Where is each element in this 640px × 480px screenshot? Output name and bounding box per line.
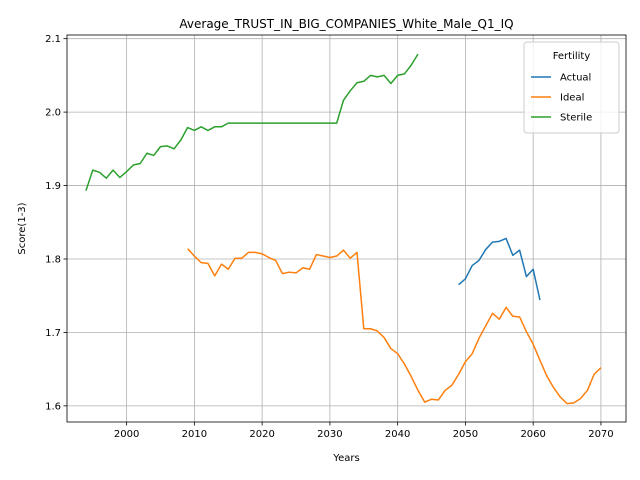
y-tick-label: 1.6 [45,401,61,412]
series-lines [85,53,602,405]
x-tick-label: 2000 [114,429,139,440]
x-tick-label: 2020 [249,429,274,440]
y-tick-label: 1.8 [45,254,61,265]
y-tick-label: 1.7 [45,328,61,339]
legend-label-sterile: Sterile [560,113,592,124]
chart-title: Average_TRUST_IN_BIG_COMPANIES_White_Mal… [179,17,513,31]
x-tick-label: 2030 [317,429,342,440]
legend-box [523,41,620,134]
y-axis-label: Score(1-3) [17,202,28,254]
legend-title: Fertility [553,51,591,62]
x-axis-label: Years [332,453,359,464]
series-line-actual [458,237,541,301]
y-tick-label: 1.9 [45,181,61,192]
plot-frame [66,34,627,423]
y-tick-label: 2.0 [45,108,61,119]
x-tick-label: 2040 [385,429,410,440]
x-tick-label: 2060 [520,429,545,440]
x-tick-label: 2050 [453,429,478,440]
legend-label-actual: Actual [560,73,591,84]
legend: Fertility Actual Ideal Sterile [523,41,620,134]
y-tick-label: 2.1 [45,34,61,45]
legend-label-ideal: Ideal [560,93,584,104]
x-tick-label: 2070 [588,429,613,440]
series-line-sterile [85,53,419,191]
legend-items: Actual Ideal Sterile [531,73,592,124]
axis-ticks: 2000 2010 2020 2030 2040 2050 2060 2070 1.6 1.7 1.… [45,34,614,440]
x-tick-label: 2010 [182,429,207,440]
series-line-ideal [187,248,602,405]
